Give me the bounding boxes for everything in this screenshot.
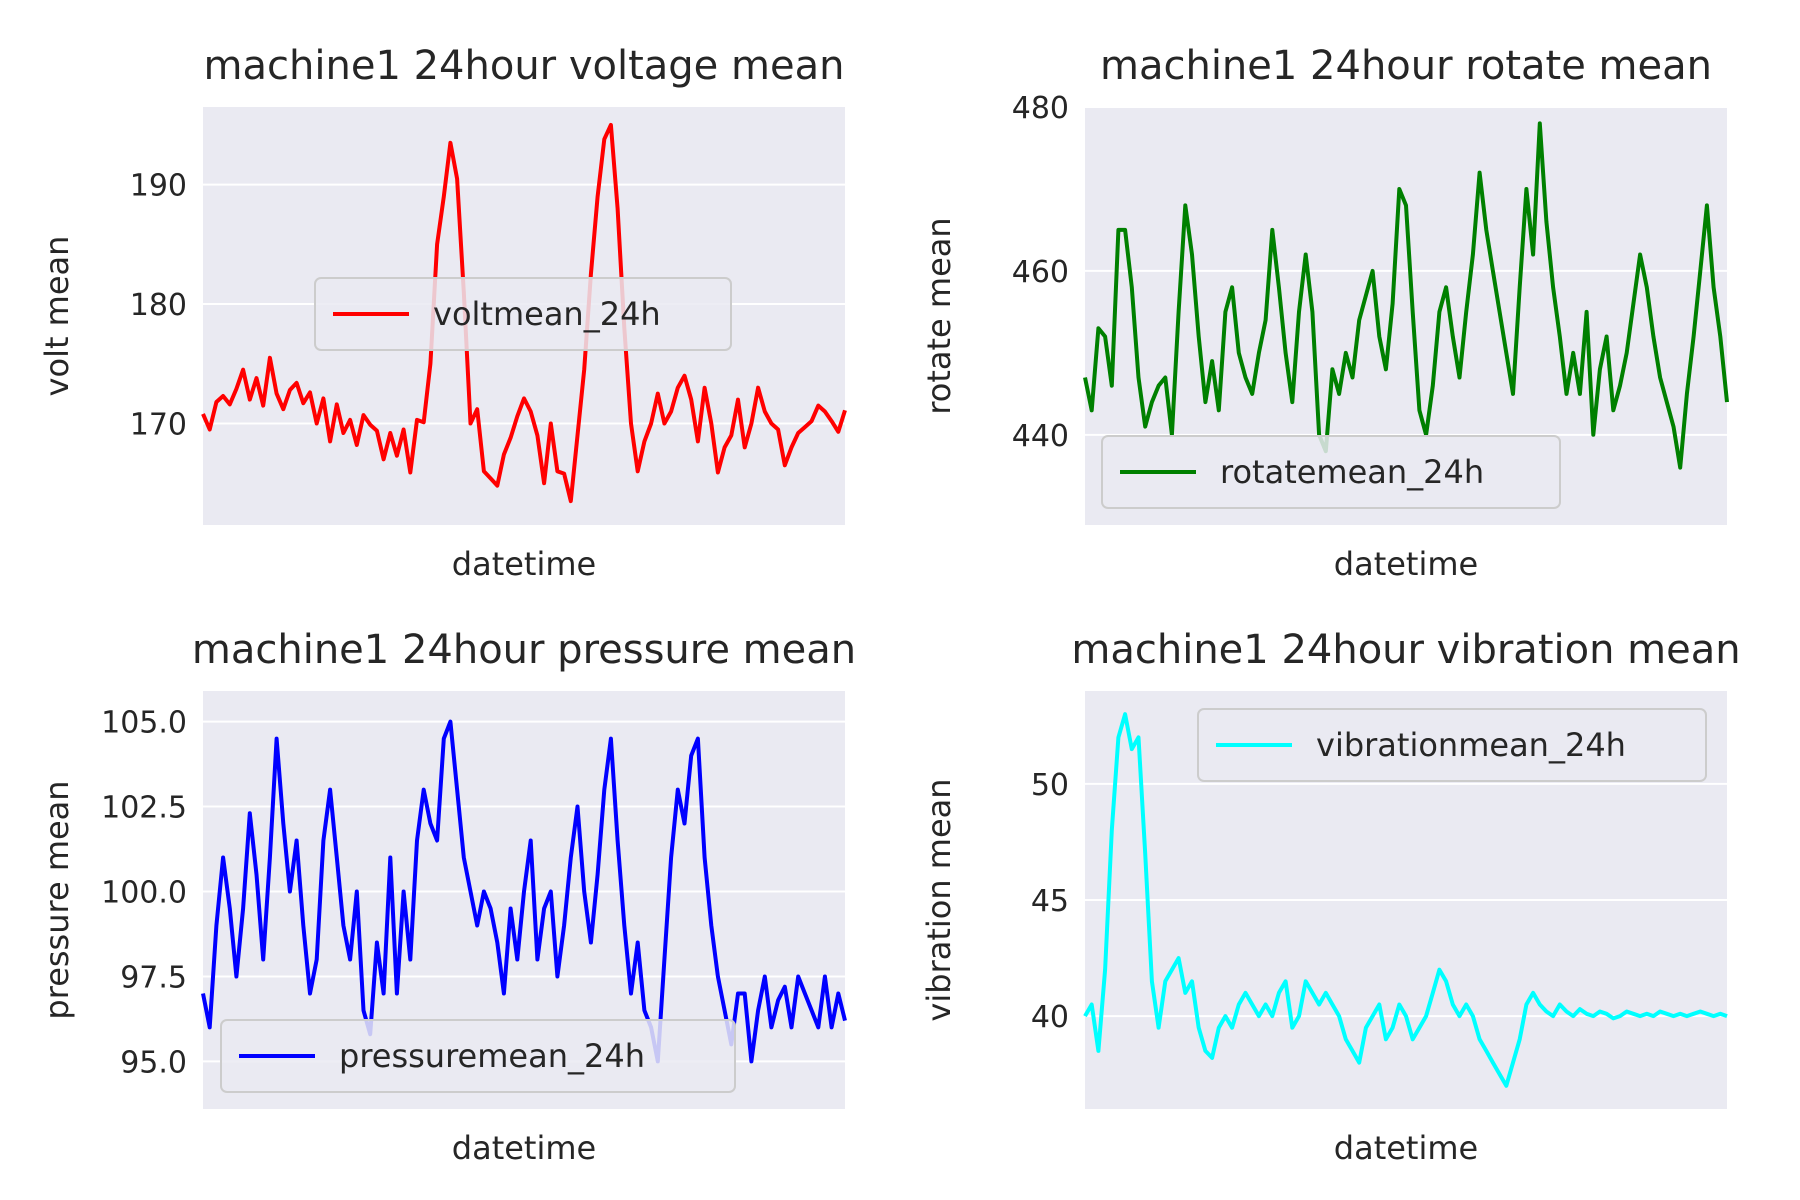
legend-label: pressuremean_24h (339, 1037, 645, 1075)
y-tick-label: 95.0 (120, 1045, 187, 1080)
legend-box (1101, 435, 1561, 509)
legend-label: rotatemean_24h (1220, 453, 1484, 491)
legend: pressuremean_24h (220, 1019, 736, 1093)
legend: rotatemean_24h (1101, 435, 1561, 509)
chart-title: machine1 24hour voltage mean (204, 43, 845, 89)
legend-box (1197, 708, 1707, 782)
series-line-rotatemean_24h (1083, 121, 1729, 470)
y-axis-label: volt mean (38, 236, 76, 397)
series-line-voltmean_24h (201, 122, 847, 504)
y-tick-label: 460 (1012, 255, 1069, 290)
legend: vibrationmean_24h (1197, 708, 1707, 782)
x-axis-label: datetime (452, 1129, 596, 1167)
y-tick-label: 190 (130, 169, 187, 204)
chart-title: machine1 24hour rotate mean (1100, 43, 1712, 89)
y-axis-label: vibration mean (920, 778, 958, 1021)
y-tick-label: 180 (130, 288, 187, 323)
legend: voltmean_24h (314, 277, 732, 351)
series-line-vibrationmean_24h (1083, 712, 1728, 1088)
x-axis-label: datetime (1334, 545, 1478, 583)
y-axis-label: rotate mean (920, 217, 958, 414)
subplot-2: 440 460 480 machine1 24hour rotate mean date… (920, 43, 1729, 583)
legend-box (314, 277, 732, 351)
chart-title: machine1 24hour vibration mean (1071, 627, 1740, 673)
y-tick-label: 40 (1031, 1000, 1069, 1035)
subplot-1: 170 180 190 machine1 24hour voltage mean dat… (38, 43, 847, 583)
chart-title: machine1 24hour pressure mean (192, 627, 856, 673)
legend-label: voltmean_24h (433, 295, 661, 333)
x-axis-label: datetime (1334, 1129, 1478, 1167)
y-tick-label: 480 (1012, 91, 1069, 126)
subplot-4: 40 45 50 machine1 24hour vibration mean date… (920, 627, 1741, 1167)
y-tick-label: 45 (1031, 884, 1069, 919)
y-tick-label: 100.0 (101, 876, 187, 911)
y-tick-label: 105.0 (101, 706, 187, 741)
y-tick-label: 102.5 (101, 791, 187, 826)
y-tick-label: 440 (1012, 419, 1069, 454)
series-line-pressuremean_24h (201, 719, 847, 1064)
legend-label: vibrationmean_24h (1316, 726, 1626, 764)
y-tick-label: 97.5 (120, 960, 187, 995)
y-tick-label: 170 (130, 407, 187, 442)
y-tick-label: 50 (1031, 768, 1069, 803)
legend-box (220, 1019, 736, 1093)
y-axis-label: pressure mean (38, 780, 76, 1019)
x-axis-label: datetime (452, 545, 596, 583)
